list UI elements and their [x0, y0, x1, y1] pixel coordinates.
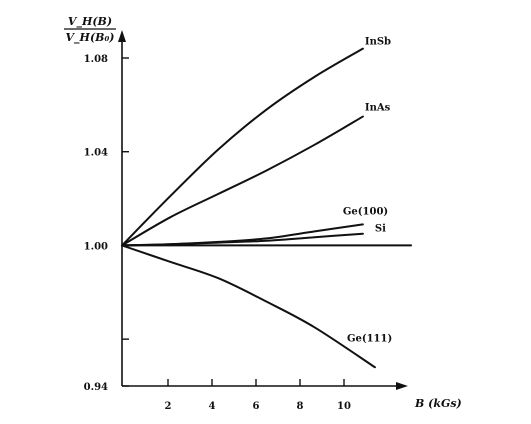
labels: V_H(B) V_H(B₀) B (kGs) — [64, 15, 462, 410]
x-axis-title: B (kGs) — [414, 397, 462, 410]
series-ge-111-label: Ge(111) — [347, 333, 392, 344]
series-layer: InSb InAs Ge(100) Si Ge(111) — [121, 37, 413, 369]
series-si-line — [121, 232, 364, 247]
x-axis-arrow — [396, 382, 408, 390]
series-inas-line — [121, 115, 364, 247]
series-insb-line — [121, 47, 364, 247]
x-tick-label: 2 — [165, 401, 172, 412]
series-ge-111-line — [121, 244, 376, 369]
ticks: 2 4 6 8 10 0.94 1.00 1.04 1.08 — [84, 54, 351, 412]
series-si-label: Si — [375, 224, 386, 235]
y-axis-title-denominator: V_H(B₀) — [66, 31, 115, 45]
y-tick-label: 1.08 — [84, 54, 108, 65]
y-axis-title-numerator: V_H(B) — [68, 15, 112, 29]
x-tick-label: 6 — [253, 401, 260, 412]
y-axis-arrow — [118, 30, 126, 42]
y-tick-label: 0.94 — [84, 382, 108, 393]
x-tick-label: 8 — [297, 401, 304, 412]
x-tick-label: 10 — [337, 401, 351, 412]
x-tick-label: 4 — [209, 401, 216, 412]
y-tick-label: 1.04 — [84, 148, 108, 159]
y-tick-label: 1.00 — [84, 241, 108, 252]
series-inas-label: InAs — [365, 103, 391, 114]
series-insb-label: InSb — [365, 37, 391, 48]
series-ge-100-label: Ge(100) — [343, 206, 388, 217]
